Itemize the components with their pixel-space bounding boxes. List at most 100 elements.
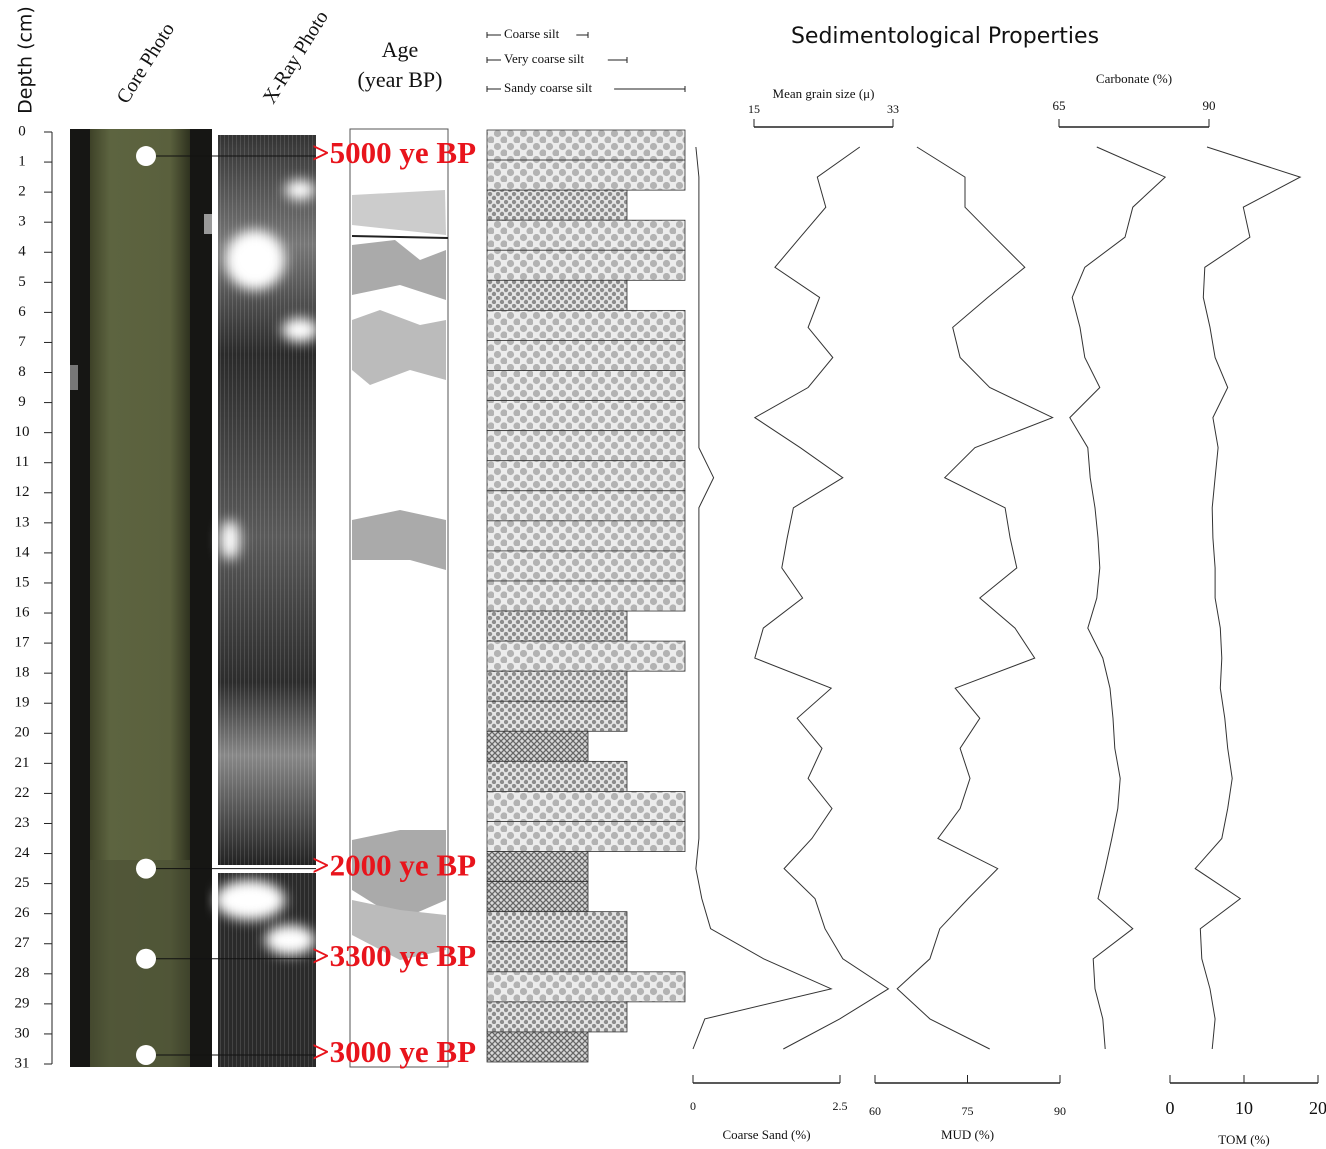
y-tick-label: 16 [15,604,31,620]
profile-line [897,147,1052,1049]
grain-class-bar [487,1032,588,1062]
y-tick-label: 0 [18,123,26,139]
profile-line [755,147,889,1049]
x-tick-label: 0 [1166,1098,1175,1118]
grain-class-bar [487,701,627,731]
grain-class-bar [487,641,685,671]
grain-class-bar [487,791,685,821]
grain-class-bar [487,852,588,882]
x-tick-label: 10 [1235,1098,1253,1118]
x-tick-label: 65 [1053,98,1066,113]
axis-title: Carbonate (%) [1096,71,1172,86]
xray-photo [215,135,318,1067]
y-tick-label: 4 [18,244,26,260]
x-tick-label: 15 [748,102,760,116]
x-tick-label: 90 [1054,1104,1066,1118]
x-tick-label: 2.5 [833,1099,848,1113]
core-photo [70,129,212,1067]
grain-class-bar [487,160,685,190]
sample-marker [136,859,156,879]
grain-class-bar [487,912,627,942]
profile-line [1195,147,1300,1049]
grain-class-bar [487,551,685,581]
y-tick-label: 12 [15,484,30,500]
y-tick-label: 18 [15,665,30,681]
y-tick-label: 8 [18,364,26,380]
y-tick-label: 5 [18,274,26,290]
x-tick-label: 0 [690,1099,696,1113]
grain-class-bar [487,461,685,491]
x-tick-label: 90 [1203,98,1216,113]
y-tick-label: 23 [15,815,30,831]
age-label: >2000 ye BP [312,848,476,883]
legend-label: Coarse silt [504,26,560,41]
grain-class-bar [487,761,627,791]
column-header: Core Photo [112,19,179,107]
grain-class-bar [487,401,685,431]
y-tick-label: 1 [18,154,26,170]
legend-label: Sandy coarse silt [504,80,592,95]
y-tick-label: 21 [15,755,30,771]
grain-class-bar [487,581,685,611]
grain-class-bar [487,882,588,912]
age-column [350,129,448,1067]
grain-class-bar [487,521,685,551]
column-header: X-Ray Photo [259,7,333,108]
y-tick-label: 13 [15,514,30,530]
sample-marker [136,949,156,969]
y-tick-label: 10 [15,424,30,440]
y-tick-label: 19 [15,695,30,711]
y-tick-label: 31 [15,1055,30,1071]
grain-class-bar [487,190,627,220]
age-label: >3000 ye BP [312,1034,476,1069]
figure: Depth (cm)012345678910111213141516171819… [0,0,1326,1149]
sample-marker [136,146,156,166]
y-tick-label: 20 [15,725,30,741]
axis-title: TOM (%) [1218,1132,1269,1147]
axis-title: Mean grain size (μ) [773,86,875,101]
y-tick-label: 11 [15,454,29,470]
sample-marker [136,1045,156,1065]
grain-class-bar [487,942,627,972]
y-tick-label: 30 [15,1025,30,1041]
grain-class-bar [487,1002,627,1032]
age-label: >5000 ye BP [312,135,476,170]
y-tick-label: 3 [18,214,26,230]
grain-class-bar [487,431,685,461]
y-tick-label: 28 [15,965,30,981]
y-tick-label: 6 [18,304,26,320]
axis-title: MUD (%) [941,1127,994,1142]
x-tick-label: 20 [1309,1098,1326,1118]
grain-class-bar [487,731,588,761]
grain-class-bar [487,250,685,280]
grain-class-bar [487,220,685,250]
column-header: (year BP) [358,67,443,92]
y-tick-label: 29 [15,995,30,1011]
grain-class-bar [487,491,685,521]
y-tick-label: 9 [18,394,26,410]
axis-title: Depth (cm) [15,6,37,114]
axis-title: Coarse Sand (%) [722,1127,810,1142]
x-tick-label: 60 [869,1104,881,1118]
x-tick-label: 75 [962,1104,974,1118]
y-tick-label: 25 [15,875,30,891]
grain-class-bar [487,371,685,401]
column-header: Age [382,37,419,62]
grain-class-bar [487,972,685,1002]
profile-line [1070,147,1165,1049]
legend-label: Very coarse silt [504,51,585,66]
chart-title: Sedimentological Properties [791,24,1099,49]
y-tick-label: 7 [18,334,26,350]
grain-class-bar [487,340,685,370]
y-tick-label: 14 [15,544,31,560]
x-tick-label: 33 [887,102,899,116]
y-tick-label: 17 [15,635,31,651]
grain-class-bar [487,611,627,641]
y-tick-label: 15 [15,574,30,590]
grain-class-bar [487,821,685,851]
y-tick-label: 24 [15,845,31,861]
y-tick-label: 26 [15,905,31,921]
grain-class-bar [487,130,685,160]
age-label: >3300 ye BP [312,938,476,973]
y-tick-label: 27 [15,935,31,951]
